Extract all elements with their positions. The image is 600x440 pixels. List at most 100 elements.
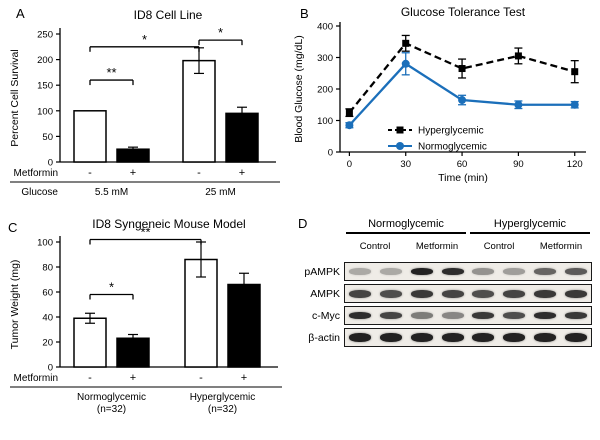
blot-band (380, 312, 403, 319)
blot-band (441, 289, 464, 298)
blot-band (410, 333, 433, 342)
blot-band (533, 312, 556, 319)
svg-text:Hyperglycemic: Hyperglycemic (418, 126, 484, 137)
svg-text:Percent Cell Survival: Percent Cell Survival (9, 49, 21, 146)
svg-text:(n=32): (n=32) (208, 404, 237, 415)
blot-band (564, 312, 587, 319)
svg-text:Normoglycemic: Normoglycemic (77, 392, 146, 403)
svg-text:ID8 Cell Line: ID8 Cell Line (134, 8, 203, 22)
svg-text:Metformin: Metformin (14, 168, 58, 179)
svg-text:100: 100 (37, 238, 53, 249)
blot-group-normoglycemic: Normoglycemic (346, 218, 466, 234)
svg-text:200: 200 (317, 85, 333, 96)
cell-line-bar-chart: ID8 Cell Line 0 50 100 150 200 250 Percent Cell… (9, 8, 280, 198)
blot-strip-pampk (344, 262, 592, 281)
blot-band (441, 268, 464, 275)
blot-band (472, 312, 495, 319)
svg-text:*: * (109, 280, 114, 295)
svg-text:Time (min): Time (min) (438, 172, 488, 184)
svg-text:-: - (199, 372, 203, 384)
svg-text:Metformin: Metformin (14, 373, 58, 384)
svg-text:250: 250 (37, 30, 53, 41)
svg-text:5.5 mM: 5.5 mM (95, 187, 128, 198)
svg-text:**: ** (106, 65, 116, 80)
blot-band (564, 268, 587, 275)
svg-text:25 mM: 25 mM (205, 187, 236, 198)
panel-mouse-model: C ID8 Syngeneic Mouse Model 0 20 40 60 80 100 T… (2, 212, 294, 440)
panel-c-letter: C (8, 220, 18, 235)
blot-strip-cmyc (344, 306, 592, 325)
mouse-model-bar-chart: ID8 Syngeneic Mouse Model 0 20 40 60 80 100 Tum… (9, 217, 282, 415)
svg-text:-: - (88, 167, 92, 179)
svg-text:150: 150 (37, 81, 53, 92)
svg-text:300: 300 (317, 53, 333, 64)
svg-text:400: 400 (317, 22, 333, 33)
svg-text:-: - (197, 167, 201, 179)
blot-strip-ampk (344, 284, 592, 303)
glucose-tolerance-line-chart: Glucose Tolerance Test 0 100 200 300 400 0 30 60… (293, 5, 586, 184)
panel-d-letter: D (298, 216, 308, 231)
svg-text:Tumor Weight (mg): Tumor Weight (mg) (9, 260, 21, 350)
blot-group-normoglycemic-label: Normoglycemic (368, 218, 444, 230)
blot-band (410, 289, 433, 298)
panel-a-letter: A (16, 6, 25, 21)
blot-band (349, 268, 372, 275)
blot-band (472, 333, 495, 342)
svg-text:Glucose Tolerance Test: Glucose Tolerance Test (401, 5, 526, 19)
svg-text:90: 90 (513, 159, 524, 170)
blot-band (380, 289, 403, 298)
panel-id8-cell-line: A ID8 Cell Line 0 50 100 150 200 250 Percent Ce… (2, 2, 288, 212)
svg-text:0: 0 (328, 148, 333, 159)
svg-text:Normoglycemic: Normoglycemic (418, 142, 487, 153)
svg-text:Glucose: Glucose (21, 187, 58, 198)
blot-row-label-ampk: AMPK (310, 288, 340, 300)
svg-text:100: 100 (317, 116, 333, 127)
blot-group-hyperglycemic: Hyperglycemic (470, 218, 590, 234)
blot-band (380, 268, 403, 275)
blot-band (533, 268, 556, 275)
panel-b-letter: B (300, 6, 309, 21)
blot-row-label-cmyc: c-Myc (312, 310, 340, 322)
blot-row-label-bactin: β-actin (308, 332, 340, 344)
blot-band (503, 333, 526, 342)
svg-text:**: ** (140, 225, 150, 240)
svg-text:+: + (130, 372, 136, 384)
svg-text:80: 80 (42, 263, 53, 274)
svg-text:0: 0 (48, 363, 53, 374)
svg-text:30: 30 (400, 159, 411, 170)
svg-text:60: 60 (42, 288, 53, 299)
svg-text:0: 0 (347, 159, 352, 170)
svg-text:100: 100 (37, 106, 53, 117)
blot-row-label-pampk: pAMPK (304, 266, 340, 278)
blot-band (533, 289, 556, 298)
blot-lane-metformin-2: Metformin (539, 241, 583, 252)
blot-band (503, 268, 526, 275)
blot-band (533, 333, 556, 342)
blot-band (503, 312, 526, 319)
blot-band (380, 333, 403, 342)
svg-text:120: 120 (567, 159, 583, 170)
svg-text:+: + (239, 167, 245, 179)
svg-text:*: * (142, 32, 147, 47)
blot-band (472, 268, 495, 275)
blot-lane-metformin-1: Metformin (415, 241, 459, 252)
svg-text:+: + (130, 167, 136, 179)
blot-lane-control-1: Control (359, 241, 391, 252)
panel-western-blot: D Normoglycemic Hyperglycemic Control Me… (292, 210, 600, 382)
svg-text:ID8 Syngeneic Mouse Model: ID8 Syngeneic Mouse Model (92, 217, 245, 231)
blot-band (503, 289, 526, 298)
blot-band (441, 333, 464, 342)
blot-band (349, 333, 372, 342)
blot-lane-control-2: Control (483, 241, 515, 252)
blot-band (349, 289, 372, 298)
svg-text:Hyperglycemic: Hyperglycemic (190, 392, 256, 403)
svg-text:Blood Glucose (mg/dL): Blood Glucose (mg/dL) (293, 35, 305, 142)
blot-band (564, 289, 587, 298)
svg-text:50: 50 (42, 132, 53, 143)
svg-text:200: 200 (37, 55, 53, 66)
svg-text:*: * (218, 25, 223, 40)
svg-text:0: 0 (48, 158, 53, 169)
blot-band (410, 268, 433, 275)
blot-band (564, 333, 587, 342)
svg-text:(n=32): (n=32) (97, 404, 126, 415)
